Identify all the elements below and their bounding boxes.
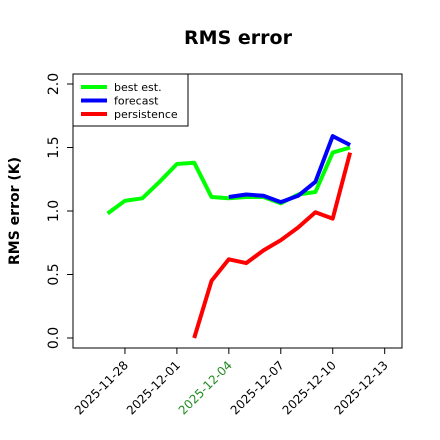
x-tick-label: 2025-12-10 <box>280 358 339 417</box>
y-tick-label: 0.5 <box>46 263 62 285</box>
series-line-best-est <box>106 145 351 216</box>
x-tick-label: 2025-12-07 <box>228 358 287 417</box>
y-tick-label: 2.0 <box>46 73 62 95</box>
y-tick-label: 1.5 <box>46 136 62 158</box>
chart-title: RMS error <box>184 27 293 49</box>
x-tick-label: 2025-11-28 <box>72 358 131 417</box>
x-tick-label: 2025-12-01 <box>124 358 183 417</box>
legend-label: forecast <box>114 95 159 108</box>
y-axis: 0.0 0.5 1.0 1.5 2.0 <box>46 73 73 349</box>
series-line-forecast <box>228 134 352 205</box>
series-line-persistence <box>192 152 353 339</box>
y-tick-label: 1.0 <box>46 200 62 222</box>
x-tick-label: 2025-12-13 <box>332 358 391 417</box>
series-layer <box>106 134 353 339</box>
x-tick-label: 2025-12-04 <box>176 358 235 417</box>
legend-label: persistence <box>114 108 178 121</box>
y-axis-label: RMS error (K) <box>7 157 23 265</box>
legend-label: best est. <box>114 81 162 94</box>
x-axis: 2025-11-282025-12-012025-12-042025-12-07… <box>72 348 391 417</box>
plot-frame <box>72 73 403 349</box>
y-tick-label: 0.0 <box>46 327 62 349</box>
